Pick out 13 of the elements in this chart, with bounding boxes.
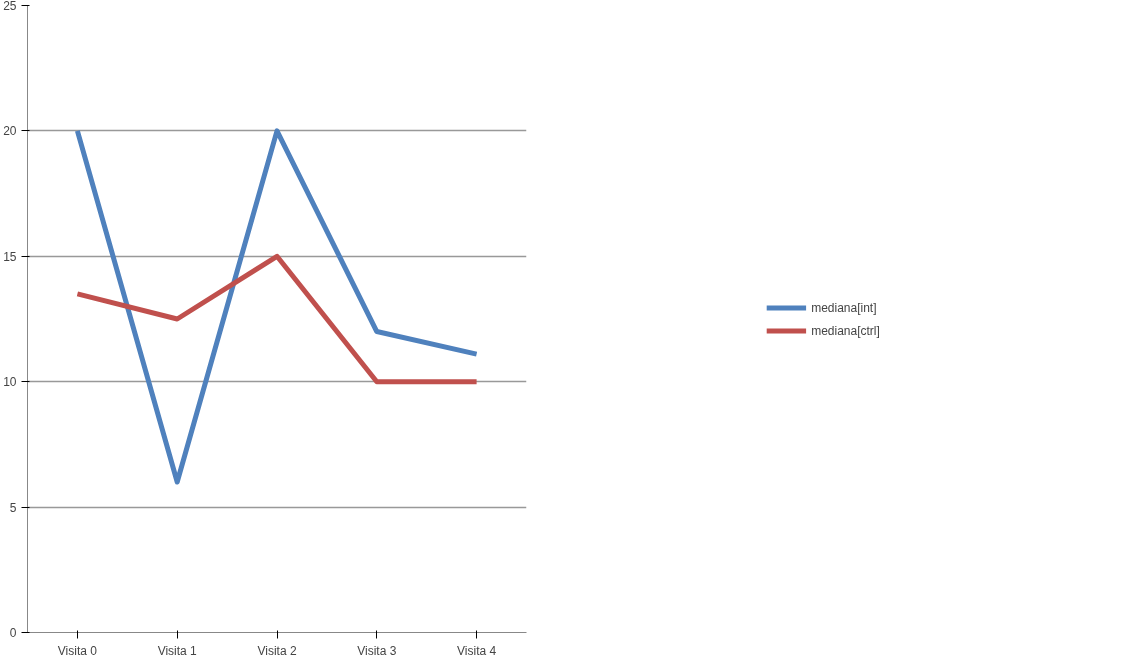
y-tick-label: 25 (3, 0, 17, 13)
y-tick-label: 15 (3, 249, 17, 264)
x-tick-label: Visita 2 (257, 643, 297, 658)
x-tick-label: Visita 4 (457, 643, 497, 658)
x-tick-label: Visita 3 (357, 643, 397, 658)
y-tick-label: 0 (9, 626, 17, 640)
x-tick-label: Visita 0 (57, 643, 98, 658)
y-tick-label: 5 (9, 500, 17, 515)
legend-label: mediana[int] (811, 300, 877, 314)
legend-label: mediana[ctrl] (811, 323, 880, 337)
x-tick-label: Visita 1 (157, 643, 198, 658)
y-tick-label: 10 (3, 375, 17, 390)
y-tick-label: 20 (3, 124, 17, 139)
